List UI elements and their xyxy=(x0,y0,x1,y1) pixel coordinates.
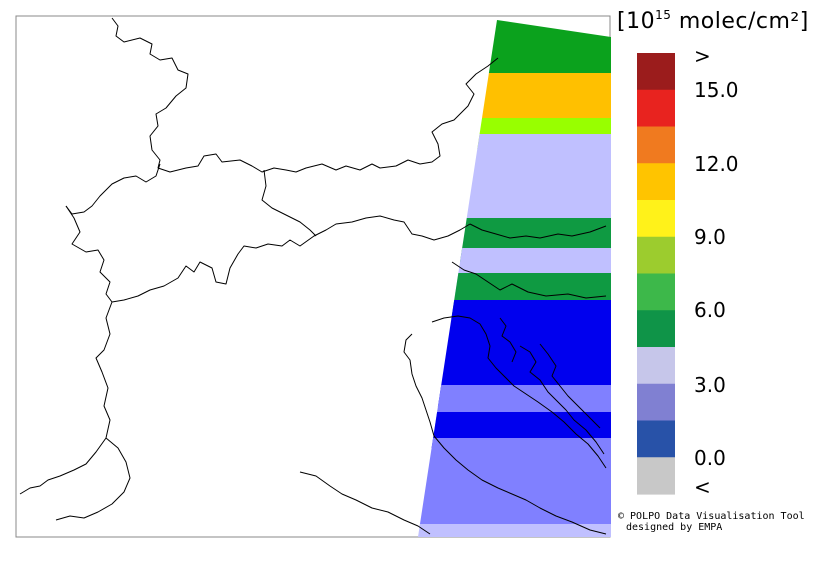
colorbar xyxy=(637,53,675,495)
legend-label-under: < xyxy=(694,475,711,499)
colorbar-cell xyxy=(637,420,675,458)
coastline xyxy=(519,345,605,455)
colorbar-cell xyxy=(637,236,675,275)
colorbar-cell xyxy=(637,126,675,164)
border-line xyxy=(469,223,607,239)
border-line xyxy=(19,301,113,495)
colorbar-cell xyxy=(637,163,675,201)
swath-band xyxy=(418,524,611,537)
legend-label-0: 0.0 xyxy=(694,446,726,470)
units-suffix: molec/cm²] xyxy=(671,9,809,34)
legend-label-over: > xyxy=(694,44,711,68)
border-line xyxy=(55,437,131,521)
colorbar-cell xyxy=(637,347,675,385)
credit-line-2: designed by EMPA xyxy=(626,522,723,533)
coastline xyxy=(403,333,607,535)
border-line xyxy=(451,261,607,299)
colorbar-cell xyxy=(637,53,675,91)
coastline xyxy=(499,317,517,363)
legend-label-12: 12.0 xyxy=(694,152,739,176)
legend-label-6: 6.0 xyxy=(694,298,726,322)
swath-band xyxy=(418,438,611,528)
legend-label-9: 9.0 xyxy=(694,225,726,249)
units-exponent: 15 xyxy=(655,8,672,22)
border-line xyxy=(65,205,471,303)
colorbar-cell xyxy=(637,89,675,128)
legend-units: [1015 molec/cm²] xyxy=(617,8,809,34)
coastline xyxy=(299,471,431,535)
border-line xyxy=(111,17,499,173)
legend-label-3: 3.0 xyxy=(694,373,726,397)
units-prefix: [10 xyxy=(617,9,656,34)
border-line xyxy=(65,163,161,215)
legend-label-15: 15.0 xyxy=(694,78,739,102)
colorbar-cell xyxy=(637,457,675,495)
coastline xyxy=(539,343,601,429)
coastline xyxy=(431,315,607,469)
border-line xyxy=(261,169,317,237)
credit-line-1: © POLPO Data Visualisation Tool xyxy=(618,511,805,522)
colorbar-cell xyxy=(637,200,675,238)
colorbar-cell xyxy=(637,273,675,311)
colorbar-cell xyxy=(637,310,675,348)
colorbar-cell xyxy=(637,383,675,422)
borders xyxy=(19,17,607,535)
